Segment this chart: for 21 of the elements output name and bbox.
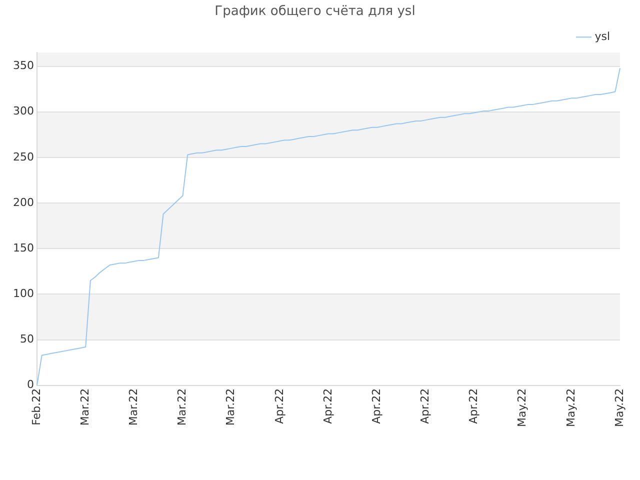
- x-tick-label: Mar.22: [78, 388, 92, 426]
- x-tick-label: Mar.22: [224, 388, 238, 426]
- y-tick-label: 250: [12, 150, 34, 164]
- x-tick-label: May.22: [564, 388, 578, 428]
- x-tick-label: Apr.22: [418, 388, 432, 424]
- x-tick-label: Apr.22: [467, 388, 480, 424]
- x-tick-label: Apr.22: [370, 388, 383, 424]
- y-tick-label: 100: [12, 287, 34, 300]
- x-tick-label: May.22: [516, 388, 529, 428]
- y-tick-label: 200: [12, 196, 34, 209]
- x-tick-label: May.22: [612, 388, 626, 428]
- x-tick-label: Mar.22: [176, 388, 189, 426]
- y-tick-label: 150: [12, 241, 34, 254]
- x-tick-label: Apr.22: [272, 388, 286, 424]
- x-tick-label: Mar.22: [127, 388, 140, 426]
- y-tick-label: 350: [12, 59, 34, 72]
- x-tick-label: Apr.22: [321, 388, 334, 424]
- chart-title: График общего счёта для ysl: [214, 4, 416, 20]
- legend-label: ysl: [594, 30, 610, 43]
- y-tick-label: 300: [12, 104, 34, 118]
- y-tick-label: 50: [20, 332, 34, 346]
